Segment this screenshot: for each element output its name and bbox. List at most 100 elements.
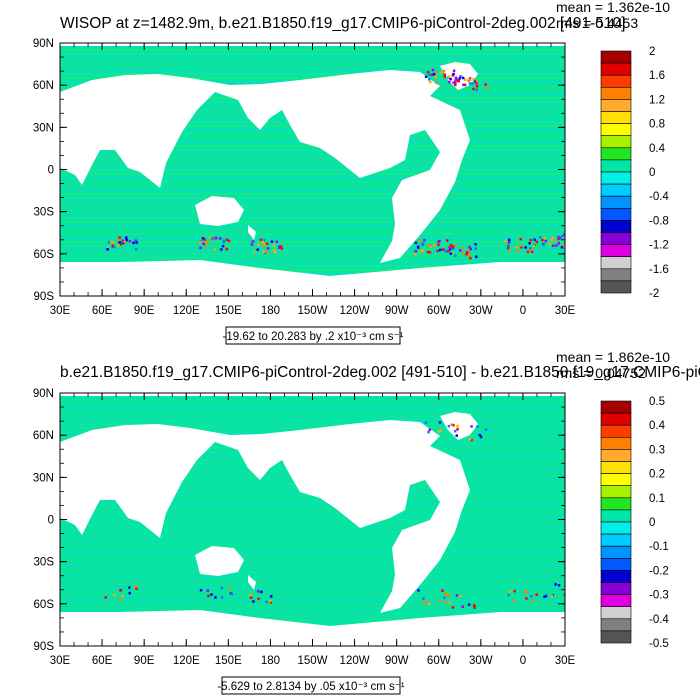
x-tick-label: 60W: [427, 305, 451, 317]
noise-cell: [417, 589, 420, 592]
ocean-band: [60, 543, 565, 545]
colorbar-label: 0: [649, 167, 655, 179]
ocean-band: [60, 559, 565, 561]
noise-cell: [225, 247, 229, 251]
noise-cell: [504, 239, 507, 243]
noise-cell: [222, 240, 226, 244]
noise-cell: [516, 249, 520, 252]
noise-cell: [435, 81, 438, 85]
noise-cell: [437, 430, 441, 433]
noise-cell: [557, 235, 560, 239]
ocean-band: [60, 153, 565, 155]
ocean-band: [60, 507, 565, 509]
panel-2-axes: 30E 60E 90E 120E 150E 180 150W 120W 90W 60W 30W 0 30…: [33, 388, 576, 667]
noise-cell: [228, 587, 231, 591]
noise-cell: [280, 247, 284, 250]
ocean-band: [60, 579, 565, 581]
colorbar-label: -0.3: [649, 590, 669, 602]
noise-cell: [414, 250, 417, 253]
panel-2-range-box: -5.629 to 2.8134 by .05 x10⁻³ cm s⁻¹: [217, 676, 405, 695]
noise-cell: [468, 245, 471, 249]
noise-cell: [208, 236, 212, 239]
panel-1-axes: 30E 60E 90E 120E 150E 180 150W 120W 90W 60W 30W 0 30…: [33, 38, 576, 317]
noise-cell: [275, 240, 279, 243]
noise-cell: [119, 241, 123, 244]
noise-cell: [563, 593, 565, 597]
noise-cell: [252, 600, 255, 603]
ocean-band: [60, 599, 565, 601]
noise-cell: [429, 80, 432, 84]
ocean-band: [60, 185, 565, 187]
ocean-band: [60, 77, 565, 79]
noise-cell: [262, 250, 265, 253]
noise-cell: [455, 78, 459, 82]
noise-cell: [452, 69, 456, 72]
noise-cell: [468, 77, 472, 80]
colorbar-swatch: [600, 111, 632, 124]
noise-cell: [124, 236, 128, 240]
noise-cell: [507, 593, 510, 597]
noise-cell: [104, 596, 107, 599]
noise-cell: [260, 590, 263, 594]
ocean-band: [60, 527, 565, 529]
noise-cell: [543, 595, 546, 598]
panel-2-mean: mean = 1.862e-10: [556, 349, 670, 365]
colorbar-label: 2: [649, 46, 655, 58]
colorbar-swatch: [600, 171, 632, 185]
noise-cell: [463, 78, 467, 81]
ocean-band: [60, 519, 565, 521]
noise-cell: [508, 590, 512, 593]
ocean-band: [60, 229, 565, 231]
noise-cell: [512, 599, 515, 602]
ocean-band: [60, 427, 565, 429]
noise-cell: [427, 602, 431, 605]
noise-cell: [566, 591, 569, 594]
ocean-band: [60, 169, 565, 171]
y-tick-label: 30S: [34, 207, 55, 219]
noise-cell: [451, 250, 454, 254]
noise-cell: [468, 438, 472, 441]
noise-cell: [555, 238, 558, 242]
colorbar-swatch: [600, 244, 632, 258]
noise-cell: [199, 241, 202, 244]
colorbar-swatch: [600, 220, 632, 233]
noise-cell: [251, 240, 255, 243]
colorbar-swatch: [600, 594, 632, 607]
noise-cell: [227, 239, 231, 243]
noise-cell: [121, 594, 124, 597]
noise-cell: [455, 434, 458, 437]
noise-cell: [513, 589, 516, 593]
noise-cell: [214, 236, 218, 240]
ocean-band: [60, 165, 565, 167]
noise-cell: [470, 438, 473, 442]
panel-2: b.e21.B1850.f19_g17.CMIP6-piControl-2deg…: [33, 349, 700, 695]
colorbar-swatch: [600, 195, 632, 209]
noise-cell: [463, 83, 467, 87]
noise-cell: [257, 597, 260, 601]
noise-cell: [119, 588, 123, 592]
panel-1-mean: mean = 1.362e-10: [556, 0, 670, 15]
x-tick-label: 150W: [297, 305, 327, 317]
noise-cell: [269, 601, 273, 604]
noise-cell: [519, 244, 522, 247]
colorbar-label: -1.6: [649, 264, 669, 276]
noise-cell: [474, 247, 477, 250]
noise-cell: [438, 239, 441, 243]
noise-cell: [474, 80, 477, 83]
noise-cell: [475, 81, 478, 85]
ocean-band: [60, 419, 565, 421]
ocean-band: [60, 217, 565, 219]
panel-1-map: [60, 43, 565, 296]
noise-cell: [456, 425, 459, 428]
noise-cell: [118, 241, 121, 244]
noise-cell: [468, 251, 471, 254]
noise-cell: [558, 236, 562, 240]
noise-cell: [484, 428, 488, 431]
noise-cell: [121, 241, 125, 245]
noise-cell: [443, 73, 446, 76]
noise-cell: [530, 250, 534, 253]
ocean-band: [60, 257, 565, 259]
noise-cell: [452, 72, 455, 76]
ocean-band: [60, 523, 565, 525]
x-tick-label: 90E: [134, 305, 155, 317]
